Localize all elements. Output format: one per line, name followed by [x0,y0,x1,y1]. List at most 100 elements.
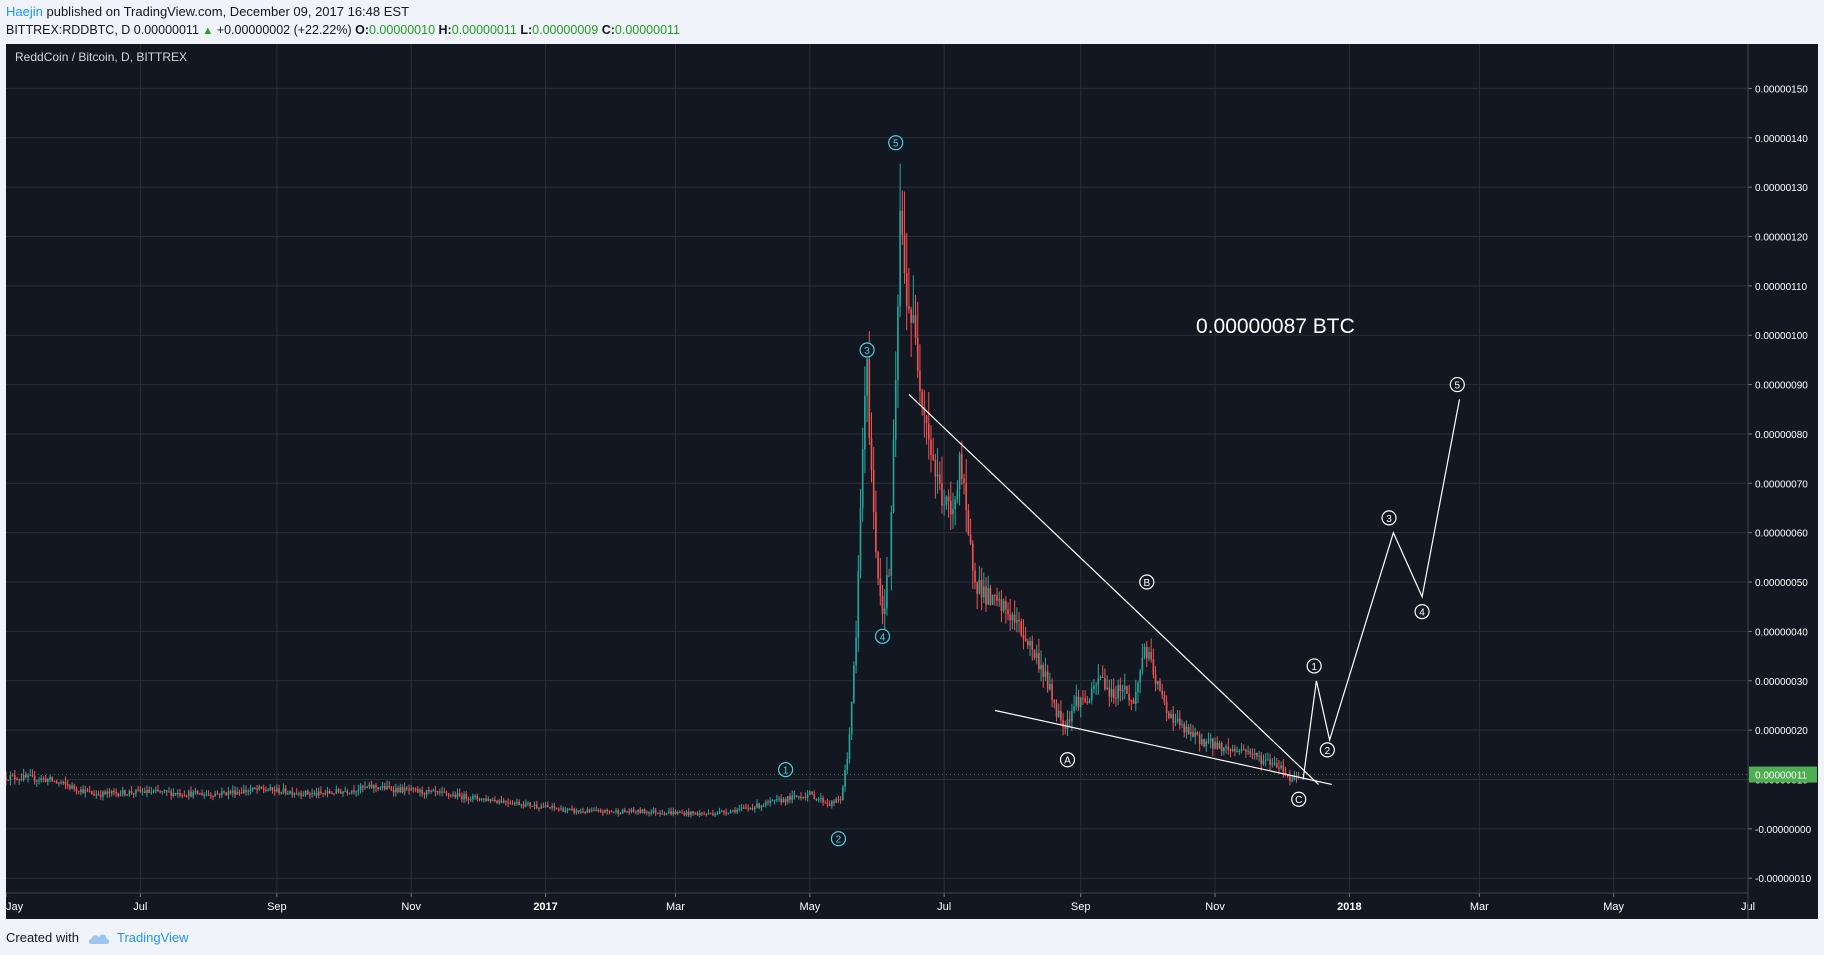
candle-body [344,791,346,793]
candle-body [1203,739,1205,747]
candle-body [205,794,208,796]
candle-body [117,793,120,796]
candle-body [192,791,195,797]
candle-body [432,790,435,792]
candle-body [1289,776,1291,782]
candle-body [987,588,990,605]
candle-body [837,798,840,800]
candle-body [621,809,624,814]
candle-body [1231,749,1234,752]
candle-body [718,811,721,814]
candle-body [179,792,181,796]
candle-body [1143,646,1146,658]
candle-body [190,791,192,797]
candle-body [573,808,576,813]
candle-body [1018,619,1020,622]
candle-body [1170,713,1172,718]
candle-body [1181,724,1183,726]
candle-body [775,799,778,801]
candle-body [1267,759,1269,761]
footer: Created with TradingView [6,928,189,948]
candle-body [641,809,644,813]
candle-body [27,775,29,778]
candle-body [262,788,265,790]
candle-body [359,785,362,791]
candle-body [377,787,380,790]
candle-body [498,800,501,803]
candle-body [291,791,294,795]
candle-body [996,595,998,601]
candle-body [734,810,736,813]
candle-body [905,273,908,307]
candle-body [42,778,45,780]
candle-body [416,789,419,793]
candle-body [650,811,653,814]
candle-body [216,793,219,795]
candle-body [16,779,18,781]
candle-body [505,800,507,803]
candle-body [736,809,738,813]
candle-body [66,784,69,786]
candle-body [861,449,864,508]
candle-body [423,793,426,795]
candle-body [683,812,686,816]
candle-body [229,791,232,793]
candle-body [745,807,747,809]
candle-body [533,804,536,807]
candle-body [1198,734,1201,745]
candle-body [194,791,197,793]
candle-body [690,811,692,816]
candle-body [1079,697,1082,708]
candle-body [1095,684,1097,686]
candle-body [778,798,780,800]
candle-body [714,814,716,816]
candle-body [1106,687,1108,690]
candle-body [1145,646,1148,659]
candle-body [287,793,289,795]
candle-body [626,811,628,813]
candle-body [128,791,131,795]
candle-body [1137,682,1139,692]
candle-body [764,801,767,806]
candle-body [1075,696,1078,707]
candle-body [1225,746,1227,748]
author-link[interactable]: Haejin [6,4,43,19]
candle-body [681,812,683,814]
candle-body [617,810,620,814]
candle-body [31,775,34,777]
y-tick-label: -0.00000010 [1755,874,1812,885]
candle-body [196,791,199,795]
candle-body [1152,659,1155,675]
candle-body [513,802,516,805]
candle-body [590,810,593,812]
candle-body [379,787,382,790]
candle-body [879,578,882,597]
candle-body [978,579,981,594]
candle-body [1185,726,1188,733]
candle-body [394,788,397,793]
tradingview-link[interactable]: TradingView [116,930,189,945]
candle-body [701,813,703,815]
candle-body [1282,765,1285,773]
candle-body [624,809,626,812]
candle-body [421,789,424,794]
candle-body [452,794,454,797]
candle-body [9,775,12,781]
candle-body [478,798,481,801]
candle-body [716,813,719,815]
candle-body [1093,685,1095,689]
candle-body [707,812,710,815]
candle-body [1022,634,1025,639]
candle-body [60,782,62,784]
candle-body [428,790,430,792]
candle-body [467,798,470,801]
candle-body [985,586,987,605]
candle-body [516,801,518,803]
candle-body [130,791,133,794]
candle-body [811,791,813,795]
wave-label-cyan: 4 [874,628,891,644]
candle-body [55,781,58,783]
wave-label-text: 1 [783,766,789,777]
